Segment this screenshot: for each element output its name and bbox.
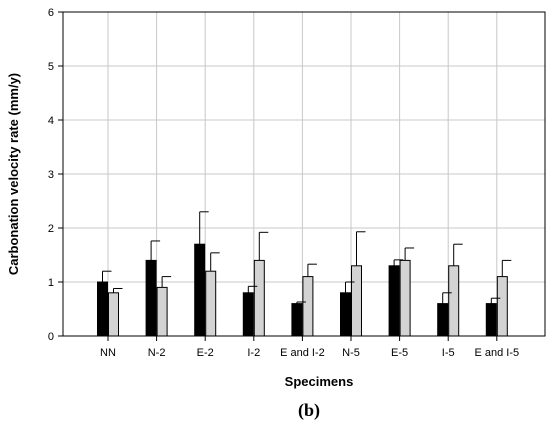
- x-tick-label: E-5: [391, 347, 408, 359]
- y-tick-label: 6: [48, 7, 54, 19]
- y-tick-label: 3: [48, 169, 54, 181]
- x-tick-label: E-2: [197, 347, 214, 359]
- bar-series-1: [291, 303, 303, 337]
- y-tick-label: 2: [48, 223, 54, 235]
- x-tick-label: E and I-2: [280, 347, 325, 359]
- bar-series-2: [205, 270, 217, 337]
- x-axis-ticks: NN N-2 E-2 I-2 E and I-2 N-5 E-5 I-5 E and I-5: [100, 336, 519, 359]
- y-tick-label: 1: [48, 277, 54, 289]
- bar-series-1: [340, 292, 351, 337]
- bar-series-1: [437, 303, 449, 337]
- x-tick-label: N-2: [148, 347, 166, 359]
- y-axis-ticks: 0 1 2 3 4 5 6: [48, 7, 63, 343]
- bar-series-2: [253, 259, 265, 337]
- bar-series-2: [302, 276, 314, 337]
- y-axis-label: Carbonation velocity rate (mm/y): [6, 73, 21, 275]
- error-bars: [102, 211, 512, 304]
- figure-caption: (b): [298, 400, 320, 421]
- y-tick-label: 0: [48, 331, 54, 343]
- x-axis-label: Specimens: [285, 374, 354, 389]
- y-tick-label: 5: [48, 61, 54, 73]
- bar-series-2: [156, 286, 168, 337]
- bar-series-2: [351, 265, 362, 337]
- bar-series-2: [399, 259, 411, 337]
- bar-series-1: [97, 281, 108, 337]
- x-tick-label: N-5: [342, 347, 360, 359]
- bar-series-2: [496, 276, 508, 337]
- x-tick-label: E and I-5: [474, 347, 519, 359]
- x-tick-label: NN: [100, 347, 116, 359]
- bar-series-1: [388, 265, 400, 337]
- x-tick-label: I-5: [442, 347, 455, 359]
- x-tick-label: I-2: [247, 347, 260, 359]
- bar-series-2: [108, 292, 119, 337]
- bar-series-1: [145, 259, 157, 337]
- y-tick-label: 4: [48, 115, 54, 127]
- bar-series-1: [194, 243, 206, 337]
- bar-series-2: [448, 265, 460, 337]
- bar-series-1: [485, 303, 497, 337]
- bar-series-1: [242, 292, 254, 337]
